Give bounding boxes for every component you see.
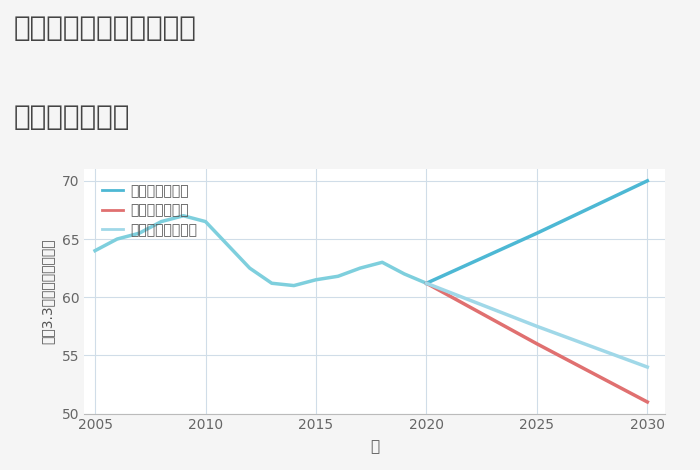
Legend: グッドシナリオ, バッドシナリオ, ノーマルシナリオ: グッドシナリオ, バッドシナリオ, ノーマルシナリオ bbox=[97, 179, 202, 243]
Text: 土地の価格推移: 土地の価格推移 bbox=[14, 103, 130, 132]
Y-axis label: 坪（3.3㎡）単価（万円）: 坪（3.3㎡）単価（万円） bbox=[41, 239, 55, 344]
Text: 神奈川県相模原市南区の: 神奈川県相模原市南区の bbox=[14, 14, 197, 42]
X-axis label: 年: 年 bbox=[370, 439, 379, 454]
